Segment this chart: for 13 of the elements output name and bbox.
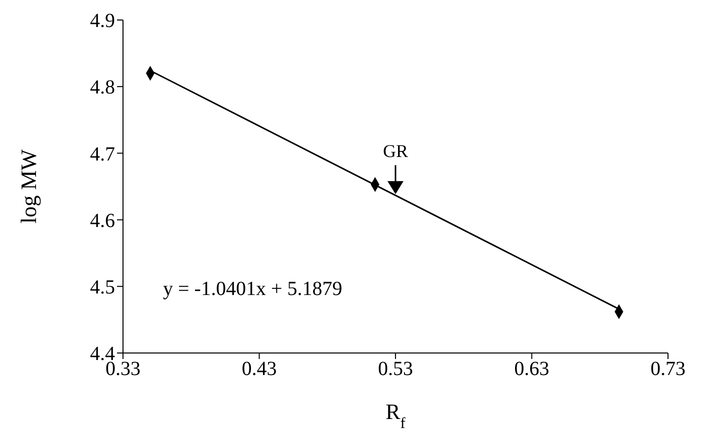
y-tick-label: 4.9 (90, 10, 115, 32)
y-axis-title: log MW (16, 149, 41, 224)
annotation: GR (382, 141, 408, 162)
y-tick-label: 4.6 (90, 210, 115, 232)
x-axis-title: R$_{f}$ (386, 399, 406, 432)
x-tick-label: 0.53 (378, 358, 413, 380)
x-tick-label: 0.73 (650, 358, 686, 380)
x-tick-label: 0.63 (514, 358, 550, 380)
x-tick-label: 0.43 (242, 358, 277, 380)
y-tick-label: 4.8 (90, 76, 115, 99)
annotation: y = -1.0401x + 5.1879 (163, 278, 342, 301)
y-tick-label: 4.7 (90, 143, 115, 166)
y-tick-label: 4.5 (90, 276, 115, 298)
